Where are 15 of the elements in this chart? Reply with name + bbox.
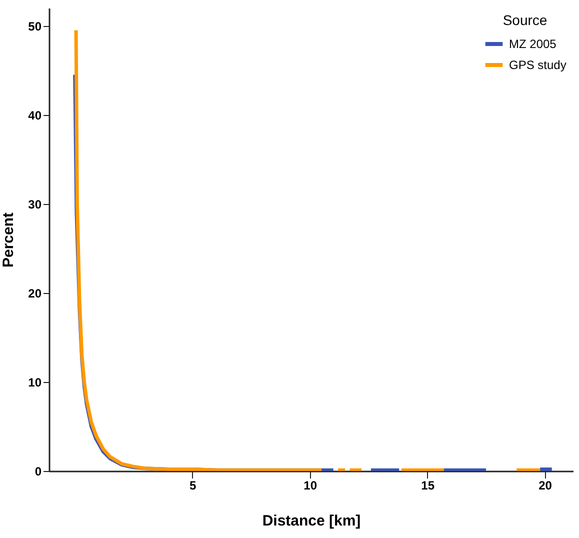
y-tick-label: 50 <box>28 19 42 34</box>
x-axis-title: Distance [km] <box>262 512 361 530</box>
x-tick-label: 15 <box>421 478 435 492</box>
legend-label: GPS study <box>509 58 566 72</box>
legend-title: Source <box>502 12 548 28</box>
y-axis-title: Percent <box>0 212 18 268</box>
y-tick-label: 40 <box>28 108 42 122</box>
y-tick-label: 10 <box>28 375 42 390</box>
legend-label: MZ 2005 <box>509 37 557 51</box>
y-tick-label: 30 <box>28 197 42 212</box>
y-tick-label: 20 <box>28 286 42 300</box>
x-tick-label: 20 <box>538 478 552 492</box>
x-tick-label: 10 <box>304 478 318 492</box>
x-tick-label: 5 <box>189 478 196 492</box>
y-tick-label: 0 <box>34 464 42 478</box>
